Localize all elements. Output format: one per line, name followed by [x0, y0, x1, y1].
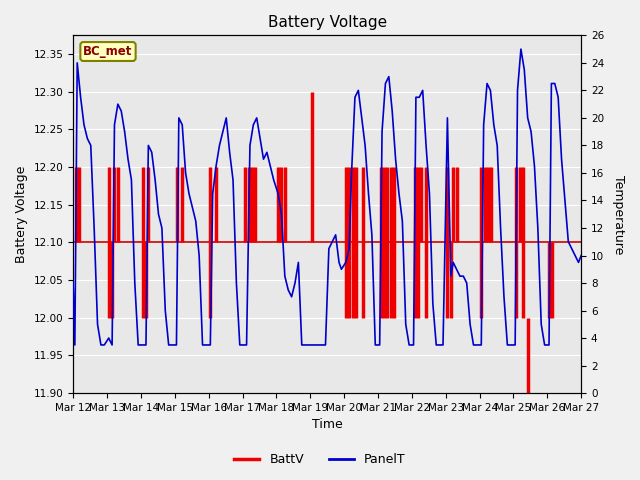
Text: BC_met: BC_met	[83, 45, 132, 58]
X-axis label: Time: Time	[312, 419, 342, 432]
Legend: BattV, PanelT: BattV, PanelT	[229, 448, 411, 471]
Y-axis label: Battery Voltage: Battery Voltage	[15, 166, 28, 263]
Title: Battery Voltage: Battery Voltage	[268, 15, 387, 30]
Y-axis label: Temperature: Temperature	[612, 175, 625, 254]
